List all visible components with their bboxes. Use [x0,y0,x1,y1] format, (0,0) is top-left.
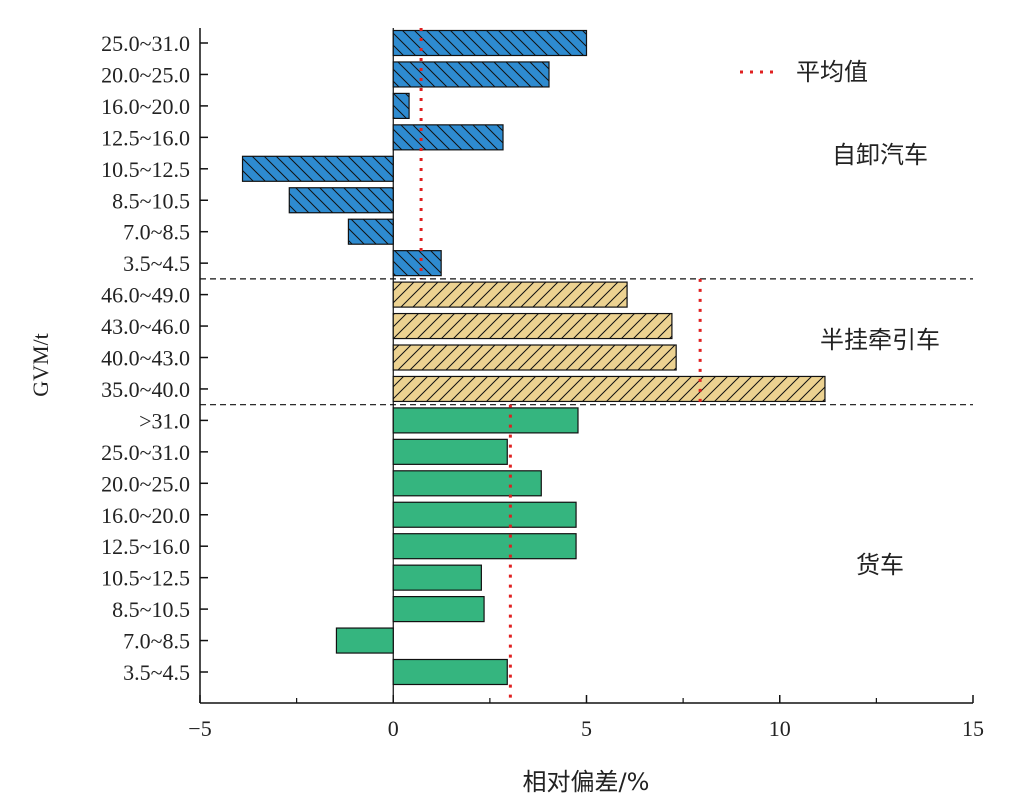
y-tick-label: 12.5~16.0 [101,125,190,150]
y-tick-label: 16.0~20.0 [101,503,190,528]
group-label: 货车 [856,551,904,579]
bar-hatch [393,282,628,308]
group-label: 自卸汽车 [832,141,928,169]
bar-hatch [393,376,825,402]
y-tick-label: 43.0~46.0 [101,314,190,339]
x-tick-label: −5 [188,716,211,741]
x-tick-label: 0 [388,716,399,741]
bar-hatch [393,61,550,87]
y-tick-label: 10.5~12.5 [101,566,190,591]
y-tick-label: >31.0 [139,408,190,433]
bar-hatch [393,30,587,56]
y-tick-label: 46.0~49.0 [101,283,190,308]
bar [392,533,577,560]
bar-hatch [348,219,394,245]
bar [392,564,482,591]
y-tick-label: 40.0~43.0 [101,346,190,371]
bar-hatch [289,187,394,213]
y-tick-label: 3.5~4.5 [123,660,190,685]
x-tick-label: 5 [581,716,592,741]
y-tick-label: 25.0~31.0 [101,31,190,56]
y-tick-label: 16.0~20.0 [101,94,190,119]
bar-hatch [242,156,394,182]
y-tick-label: 7.0~8.5 [123,220,190,245]
bar [392,501,577,528]
y-tick-label: 8.5~10.5 [112,188,190,213]
group-label: 半挂牵引车 [820,326,940,354]
y-tick-label: 20.0~25.0 [101,62,190,87]
bar-hatch [393,93,410,119]
y-axis-label: GVM/t [28,333,53,397]
bar [392,595,485,623]
legend-mean-label: 平均值 [796,58,868,86]
x-axis-label: 相对偏差/% [523,768,650,796]
bar [392,438,508,465]
y-tick-label: 8.5~10.5 [112,597,190,622]
y-tick-label: 25.0~31.0 [101,440,190,465]
bar-hatch [393,345,677,370]
bar [335,627,394,654]
bar [392,470,542,497]
y-tick-label: 20.0~25.0 [101,471,190,496]
bar-hatch [393,250,442,276]
y-tick-label: 3.5~4.5 [123,251,190,276]
x-tick-label: 10 [769,716,791,741]
bar-hatch [393,313,672,339]
x-tick-label: 15 [962,716,984,741]
bar-hatch [393,124,504,150]
y-tick-label: 7.0~8.5 [123,629,190,654]
y-tick-label: 12.5~16.0 [101,534,190,559]
bar [392,407,579,434]
y-tick-label: 35.0~40.0 [101,377,190,402]
bar [392,658,508,686]
y-tick-label: 10.5~12.5 [101,157,190,182]
